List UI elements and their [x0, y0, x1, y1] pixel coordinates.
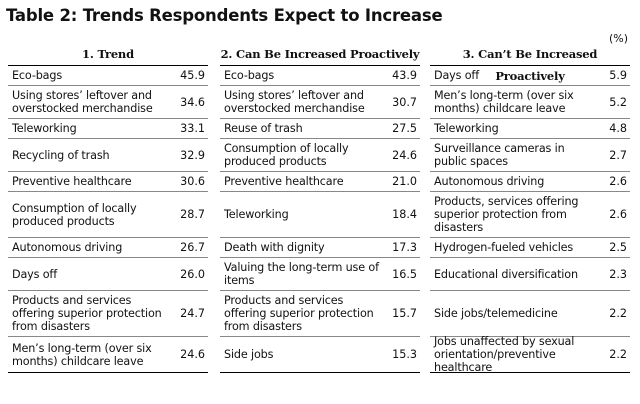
table-row: Men’s long-term (over six months) childc…: [8, 337, 208, 373]
table-row: Products, services offering superior pro…: [430, 192, 630, 238]
row-value: 34.6: [180, 95, 205, 109]
row-value: 28.7: [180, 208, 205, 221]
table-title: Table 2: Trends Respondents Expect to In…: [6, 6, 443, 25]
row-value: 2.5: [609, 241, 627, 254]
row-label: Days off: [434, 69, 479, 82]
table-row: Side jobs 15.3: [220, 337, 420, 373]
row-label: Products and services offering superior …: [224, 294, 374, 333]
row-label: Reuse of trash: [224, 122, 303, 135]
row-value: 17.3: [392, 241, 417, 254]
row-value: 16.5: [392, 267, 417, 281]
table-row: Men’s long-term (over six months) childc…: [430, 86, 630, 119]
row-label: Autonomous driving: [434, 175, 545, 188]
row-value: 18.4: [392, 208, 417, 221]
row-value: 26.7: [180, 241, 205, 254]
row-label: Educational diversification: [434, 267, 578, 281]
row-label: Eco-bags: [12, 69, 62, 82]
row-value: 30.6: [180, 175, 205, 188]
row-value: 2.2: [609, 348, 627, 361]
row-value: 43.9: [392, 69, 417, 82]
row-value: 27.5: [392, 122, 417, 135]
table-row: Teleworking 18.4: [220, 192, 420, 238]
row-value: 15.3: [392, 348, 417, 361]
table-row: Reuse of trash 27.5: [220, 119, 420, 139]
row-label: Men’s long-term (over six months) childc…: [12, 341, 152, 368]
row-label: Surveillance cameras in public spaces: [434, 142, 565, 168]
column-header: 3. Can’t Be Increased Proactively: [430, 43, 630, 83]
row-label: Teleworking: [224, 208, 289, 221]
row-value: 4.8: [609, 122, 627, 135]
table-row: Consumption of locally produced products…: [8, 192, 208, 238]
row-label: Hydrogen-fueled vehicles: [434, 241, 574, 254]
row-value: 2.2: [609, 307, 627, 320]
table-row: Days off 5.9: [430, 66, 630, 86]
row-label: Men’s long-term (over six months) childc…: [434, 89, 574, 115]
table-row: Hydrogen-fueled vehicles 2.5: [430, 238, 630, 258]
table-row: Products and services offering superior …: [220, 291, 420, 337]
table-row: Using stores’ leftover and overstocked m…: [220, 86, 420, 119]
table-row: Consumption of locally produced products…: [220, 139, 420, 172]
row-label: Side jobs/telemedicine: [434, 307, 558, 320]
table-row: Teleworking 4.8: [430, 119, 630, 139]
column-header: 2. Can Be Increased Proactively: [220, 43, 420, 66]
table-row: Autonomous driving 26.7: [8, 238, 208, 258]
row-label: Teleworking: [12, 122, 77, 135]
row-value: 5.2: [609, 95, 627, 109]
table-row: Death with dignity 17.3: [220, 238, 420, 258]
row-value: 30.7: [392, 95, 417, 109]
row-value: 45.9: [180, 69, 205, 82]
row-label: Preventive healthcare: [224, 175, 344, 188]
table-row: Surveillance cameras in public spaces 2.7: [430, 139, 630, 172]
table-row: Valuing the long-term use of items 16.5: [220, 258, 420, 291]
row-label: Autonomous driving: [12, 241, 123, 254]
row-value: 2.7: [609, 148, 627, 162]
row-label: Consumption of locally produced products: [12, 201, 137, 228]
row-value: 2.6: [609, 208, 627, 221]
row-label: Jobs unaffected by sexual orientation/pr…: [434, 335, 575, 374]
row-label: Products, services offering superior pro…: [434, 195, 579, 234]
table-row: Side jobs/telemedicine 2.2: [430, 291, 630, 337]
column-header: 1. Trend: [8, 43, 208, 66]
row-label: Consumption of locally produced products: [224, 142, 349, 168]
table-row: Eco-bags 43.9: [220, 66, 420, 86]
row-label: Recycling of trash: [12, 148, 110, 162]
table-row: Autonomous driving 2.6: [430, 172, 630, 192]
row-value: 2.3: [609, 267, 627, 281]
table-row: Days off 26.0: [8, 258, 208, 291]
column-cant-increase: 3. Can’t Be Increased Proactively Days o…: [430, 43, 630, 374]
row-value: 26.0: [180, 267, 205, 281]
row-value: 33.1: [180, 122, 205, 135]
table-row: Preventive healthcare 30.6: [8, 172, 208, 192]
table-row: Recycling of trash 32.9: [8, 139, 208, 172]
row-value: 5.9: [609, 69, 627, 82]
table-row: Eco-bags 45.9: [8, 66, 208, 86]
row-label: Products and services offering superior …: [12, 294, 162, 333]
column-trend: 1. Trend Eco-bags 45.9 Using stores’ lefto…: [8, 43, 208, 373]
row-label: Valuing the long-term use of items: [224, 261, 379, 287]
table-row: Preventive healthcare 21.0: [220, 172, 420, 192]
row-value: 32.9: [180, 148, 205, 162]
row-value: 24.6: [180, 348, 205, 361]
row-label: Using stores’ leftover and overstocked m…: [12, 89, 153, 115]
table-row: Products and services offering superior …: [8, 291, 208, 337]
row-label: Preventive healthcare: [12, 175, 132, 188]
row-value: 21.0: [392, 175, 417, 188]
row-value: 24.6: [392, 148, 417, 162]
row-label: Eco-bags: [224, 69, 274, 82]
row-label: Side jobs: [224, 348, 274, 361]
row-label: Death with dignity: [224, 241, 325, 254]
table-row: Jobs unaffected by sexual orientation/pr…: [430, 335, 630, 374]
table-row: Educational diversification 2.3: [430, 258, 630, 291]
column-can-increase: 2. Can Be Increased Proactively Eco-bags…: [220, 43, 420, 373]
row-value: 24.7: [180, 307, 205, 320]
table-row: Teleworking 33.1: [8, 119, 208, 139]
row-label: Using stores’ leftover and overstocked m…: [224, 89, 365, 115]
unit-label: (%): [608, 32, 628, 45]
row-value: 2.6: [609, 175, 627, 188]
row-value: 15.7: [392, 307, 417, 320]
row-label: Teleworking: [434, 122, 499, 135]
table-row: Using stores’ leftover and overstocked m…: [8, 86, 208, 119]
row-label: Days off: [12, 267, 57, 281]
